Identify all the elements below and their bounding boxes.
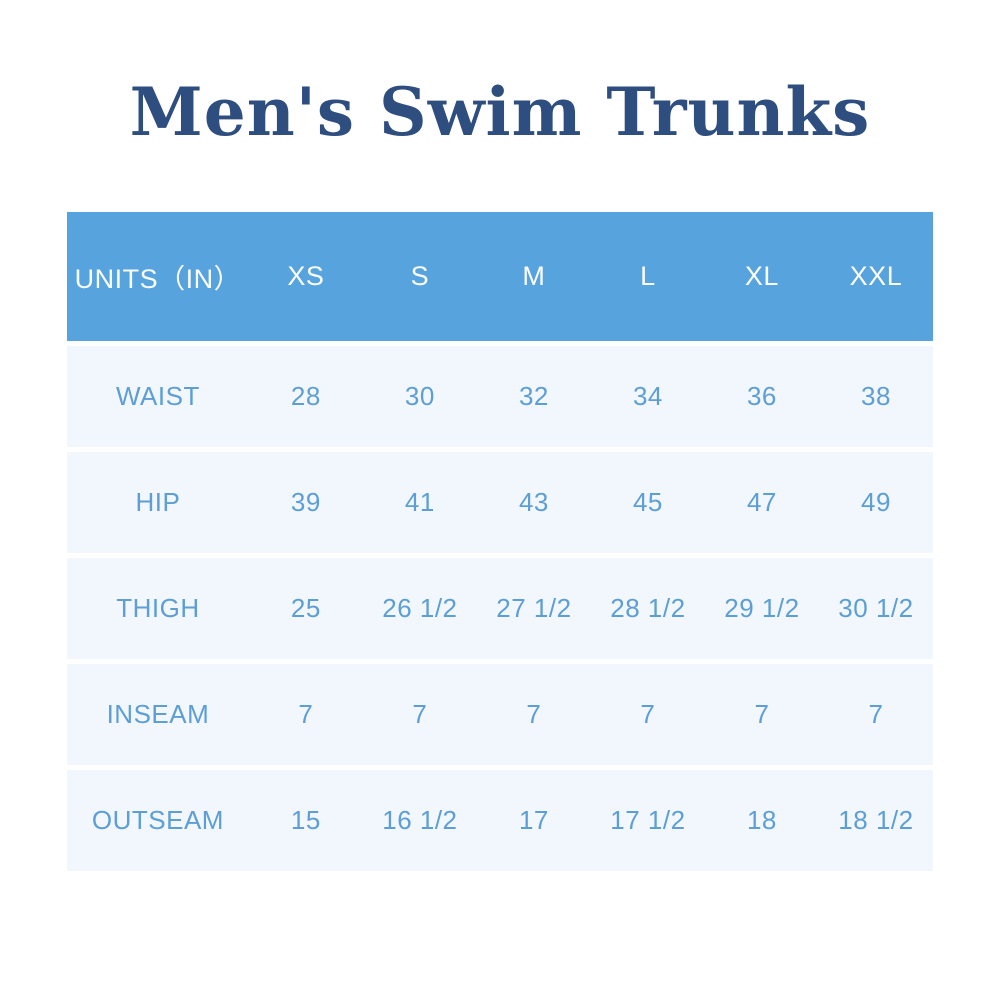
value-cell: 43 [518,487,549,517]
header-cell-l: L [640,261,656,291]
value-cell: 7 [298,699,314,729]
row-label: WAIST [115,381,200,411]
row-label: OUTSEAM [91,805,224,835]
value-cell: 7 [868,699,884,729]
value-cell: 17 1/2 [610,805,686,835]
header-cell-xxl: XXL [849,261,903,291]
value-cell: 30 [404,381,435,411]
table-row-inseam: INSEAM 7 7 7 7 7 7 [67,664,933,765]
value-cell: 15 [290,805,321,835]
value-cell: 38 [860,381,891,411]
value-cell: 7 [640,699,656,729]
header-cell-xl: XL [744,261,779,291]
value-cell: 18 1/2 [838,805,914,835]
value-cell: 18 [746,805,777,835]
value-cell: 45 [632,487,663,517]
value-cell: 27 1/2 [496,593,572,623]
value-cell: 32 [518,381,549,411]
value-cell: 39 [290,487,321,517]
value-cell: 26 1/2 [382,593,458,623]
value-cell: 30 1/2 [838,593,914,623]
table-row-outseam: OUTSEAM 15 16 1/2 17 17 1/2 18 18 1/2 [67,770,933,871]
table-header-row: UNITS（IN） XS S M L XL XXL [67,212,933,341]
table-row-thigh: THIGH 25 26 1/2 27 1/2 28 1/2 29 1/2 30 … [67,558,933,659]
page-title: Men's Swim Trunks [129,73,871,151]
table-row-waist: WAIST 28 30 32 34 36 38 [67,346,933,447]
value-cell: 7 [412,699,428,729]
row-label: INSEAM [106,699,210,729]
value-cell: 47 [746,487,777,517]
value-cell: 28 [290,381,321,411]
row-label: HIP [135,487,181,517]
header-cell-xs: XS [287,261,325,291]
value-cell: 28 1/2 [610,593,686,623]
value-cell: 17 [518,805,549,835]
header-cell-m: M [522,261,546,291]
value-cell: 7 [754,699,770,729]
size-chart-table: UNITS（IN） XS S M L XL XXL WAIST 28 30 32… [67,212,933,871]
header-cell-units: UNITS（IN） [74,264,242,294]
value-cell: 41 [404,487,435,517]
value-cell: 34 [632,381,663,411]
value-cell: 49 [860,487,891,517]
value-cell: 29 1/2 [724,593,800,623]
value-cell: 16 1/2 [382,805,458,835]
value-cell: 7 [526,699,542,729]
value-cell: 36 [746,381,777,411]
value-cell: 25 [290,593,321,623]
row-label: THIGH [116,593,200,623]
table-row-hip: HIP 39 41 43 45 47 49 [67,452,933,553]
header-cell-s: S [410,261,430,291]
